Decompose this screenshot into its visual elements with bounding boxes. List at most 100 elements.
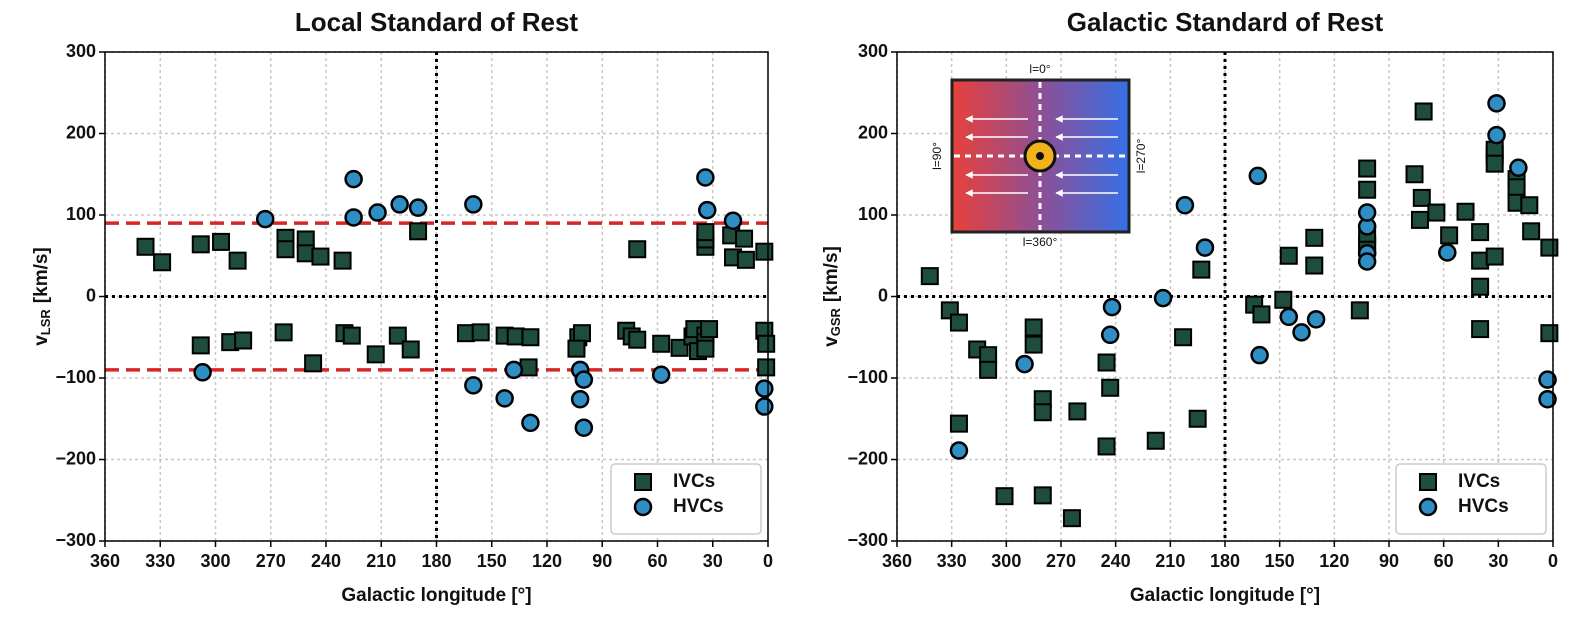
plot-frame: [104, 51, 769, 542]
x-tick-label: 150: [1265, 551, 1295, 571]
marker-square: [700, 320, 719, 339]
marker-circle: [255, 209, 275, 229]
marker-circle: [1357, 203, 1377, 222]
marker-square: [1358, 180, 1377, 199]
marker-circle: [464, 376, 483, 395]
y-label-subscript: GSR: [828, 307, 843, 336]
marker-circle: [1175, 195, 1195, 215]
marker-square: [1456, 202, 1475, 221]
inset-label: l=360°: [1023, 235, 1058, 249]
marker-circle: [390, 195, 409, 214]
marker-square: [136, 237, 155, 256]
legend: IVCs HVCs: [610, 463, 762, 535]
y-tick-label: 100: [66, 204, 96, 224]
x-tick-label: 120: [1319, 551, 1349, 571]
y-tick-label: 300: [858, 41, 888, 61]
marker-square: [1174, 328, 1193, 347]
legend-label: IVCs: [1458, 471, 1500, 492]
marker-square: [401, 340, 420, 359]
y-label-unit: [km/s]: [31, 247, 52, 303]
marker-square: [572, 324, 591, 343]
marker-square: [296, 244, 315, 263]
marker-circle: [193, 363, 212, 382]
marker-square: [1471, 277, 1490, 296]
marker-circle: [344, 208, 363, 227]
marker-square: [1101, 378, 1120, 397]
marker-square: [1405, 165, 1424, 184]
x-tick-label: 330: [145, 551, 175, 571]
x-tick-label: 270: [1046, 551, 1076, 571]
marker-circle: [1487, 94, 1506, 113]
y-label-symbol: v: [821, 336, 842, 347]
y-tick-label: −100: [55, 367, 96, 387]
y-axis-label: vGSR [km/s]: [821, 246, 843, 347]
marker-square: [735, 229, 754, 248]
x-tick-label: 360: [882, 551, 912, 571]
marker-square: [521, 328, 540, 347]
marker-square: [1068, 402, 1087, 421]
marker-square: [276, 240, 295, 259]
x-tick-label: 60: [647, 551, 667, 571]
inset-label: l=90°: [930, 142, 944, 170]
marker-square: [696, 223, 715, 242]
marker-circle: [1195, 238, 1215, 257]
x-tick-label: 0: [763, 551, 773, 571]
plot-frame: [896, 51, 1554, 542]
marker-square: [1024, 335, 1043, 354]
marker-square: [212, 232, 231, 251]
plot: 360 330 300 270 240 210 180 150 120 90 60 30 0−300−2…: [31, 7, 776, 606]
marker-square: [1520, 196, 1539, 215]
marker-square: [628, 330, 647, 349]
marker-square: [1192, 260, 1211, 279]
x-tick-label: 300: [991, 551, 1021, 571]
x-tick-label: 60: [1434, 551, 1454, 571]
legend-label: IVCs: [673, 471, 715, 492]
marker-circle: [574, 418, 594, 437]
marker-square: [274, 323, 293, 342]
x-tick-label: 180: [421, 551, 451, 571]
marker-square: [949, 313, 968, 332]
marker-circle: [1292, 323, 1311, 342]
marker-square: [1412, 188, 1431, 207]
marker-circle: [1418, 497, 1438, 517]
marker-square: [519, 358, 538, 377]
marker-square: [456, 324, 475, 343]
marker-circle: [1509, 158, 1528, 177]
marker-square: [1097, 437, 1116, 456]
marker-square: [1522, 222, 1541, 241]
marker-square: [1062, 509, 1081, 528]
marker-circle: [504, 360, 524, 380]
marker-square: [366, 345, 385, 364]
x-axis-label: Galactic longitude [°]: [1130, 585, 1320, 606]
marker-circle: [696, 168, 715, 187]
x-tick-label: 180: [1210, 551, 1240, 571]
x-tick-label: 240: [311, 551, 341, 571]
plots: 360 330 300 270 240 210 180 150 120 90 60 30 0−300−2…: [31, 7, 1559, 606]
x-tick-label: 150: [477, 551, 507, 571]
x-tick-label: 300: [200, 551, 230, 571]
marker-square: [388, 326, 407, 345]
marker-square: [228, 251, 247, 270]
marker-square: [1188, 409, 1207, 428]
marker-square: [757, 358, 776, 377]
marker-square: [1252, 305, 1271, 324]
x-tick-label: 0: [1548, 551, 1558, 571]
flow-arrows: [965, 115, 1118, 197]
marker-circle: [344, 169, 363, 189]
marker-square: [1485, 154, 1504, 173]
marker-square: [1507, 178, 1526, 197]
marker-square: [234, 331, 253, 350]
marker-square: [628, 240, 647, 259]
marker-square: [755, 242, 774, 261]
marker-square: [1414, 102, 1433, 121]
marker-circle: [651, 365, 671, 384]
marker-square: [1024, 318, 1043, 337]
marker-square: [191, 235, 210, 254]
marker-square: [1419, 473, 1437, 491]
marker-circle: [755, 397, 774, 416]
marker-circle: [755, 379, 774, 398]
marker-square: [1540, 324, 1559, 343]
legend-label: HVCs: [1458, 496, 1509, 517]
marker-circle: [1279, 307, 1299, 327]
marker-square: [1305, 256, 1324, 275]
